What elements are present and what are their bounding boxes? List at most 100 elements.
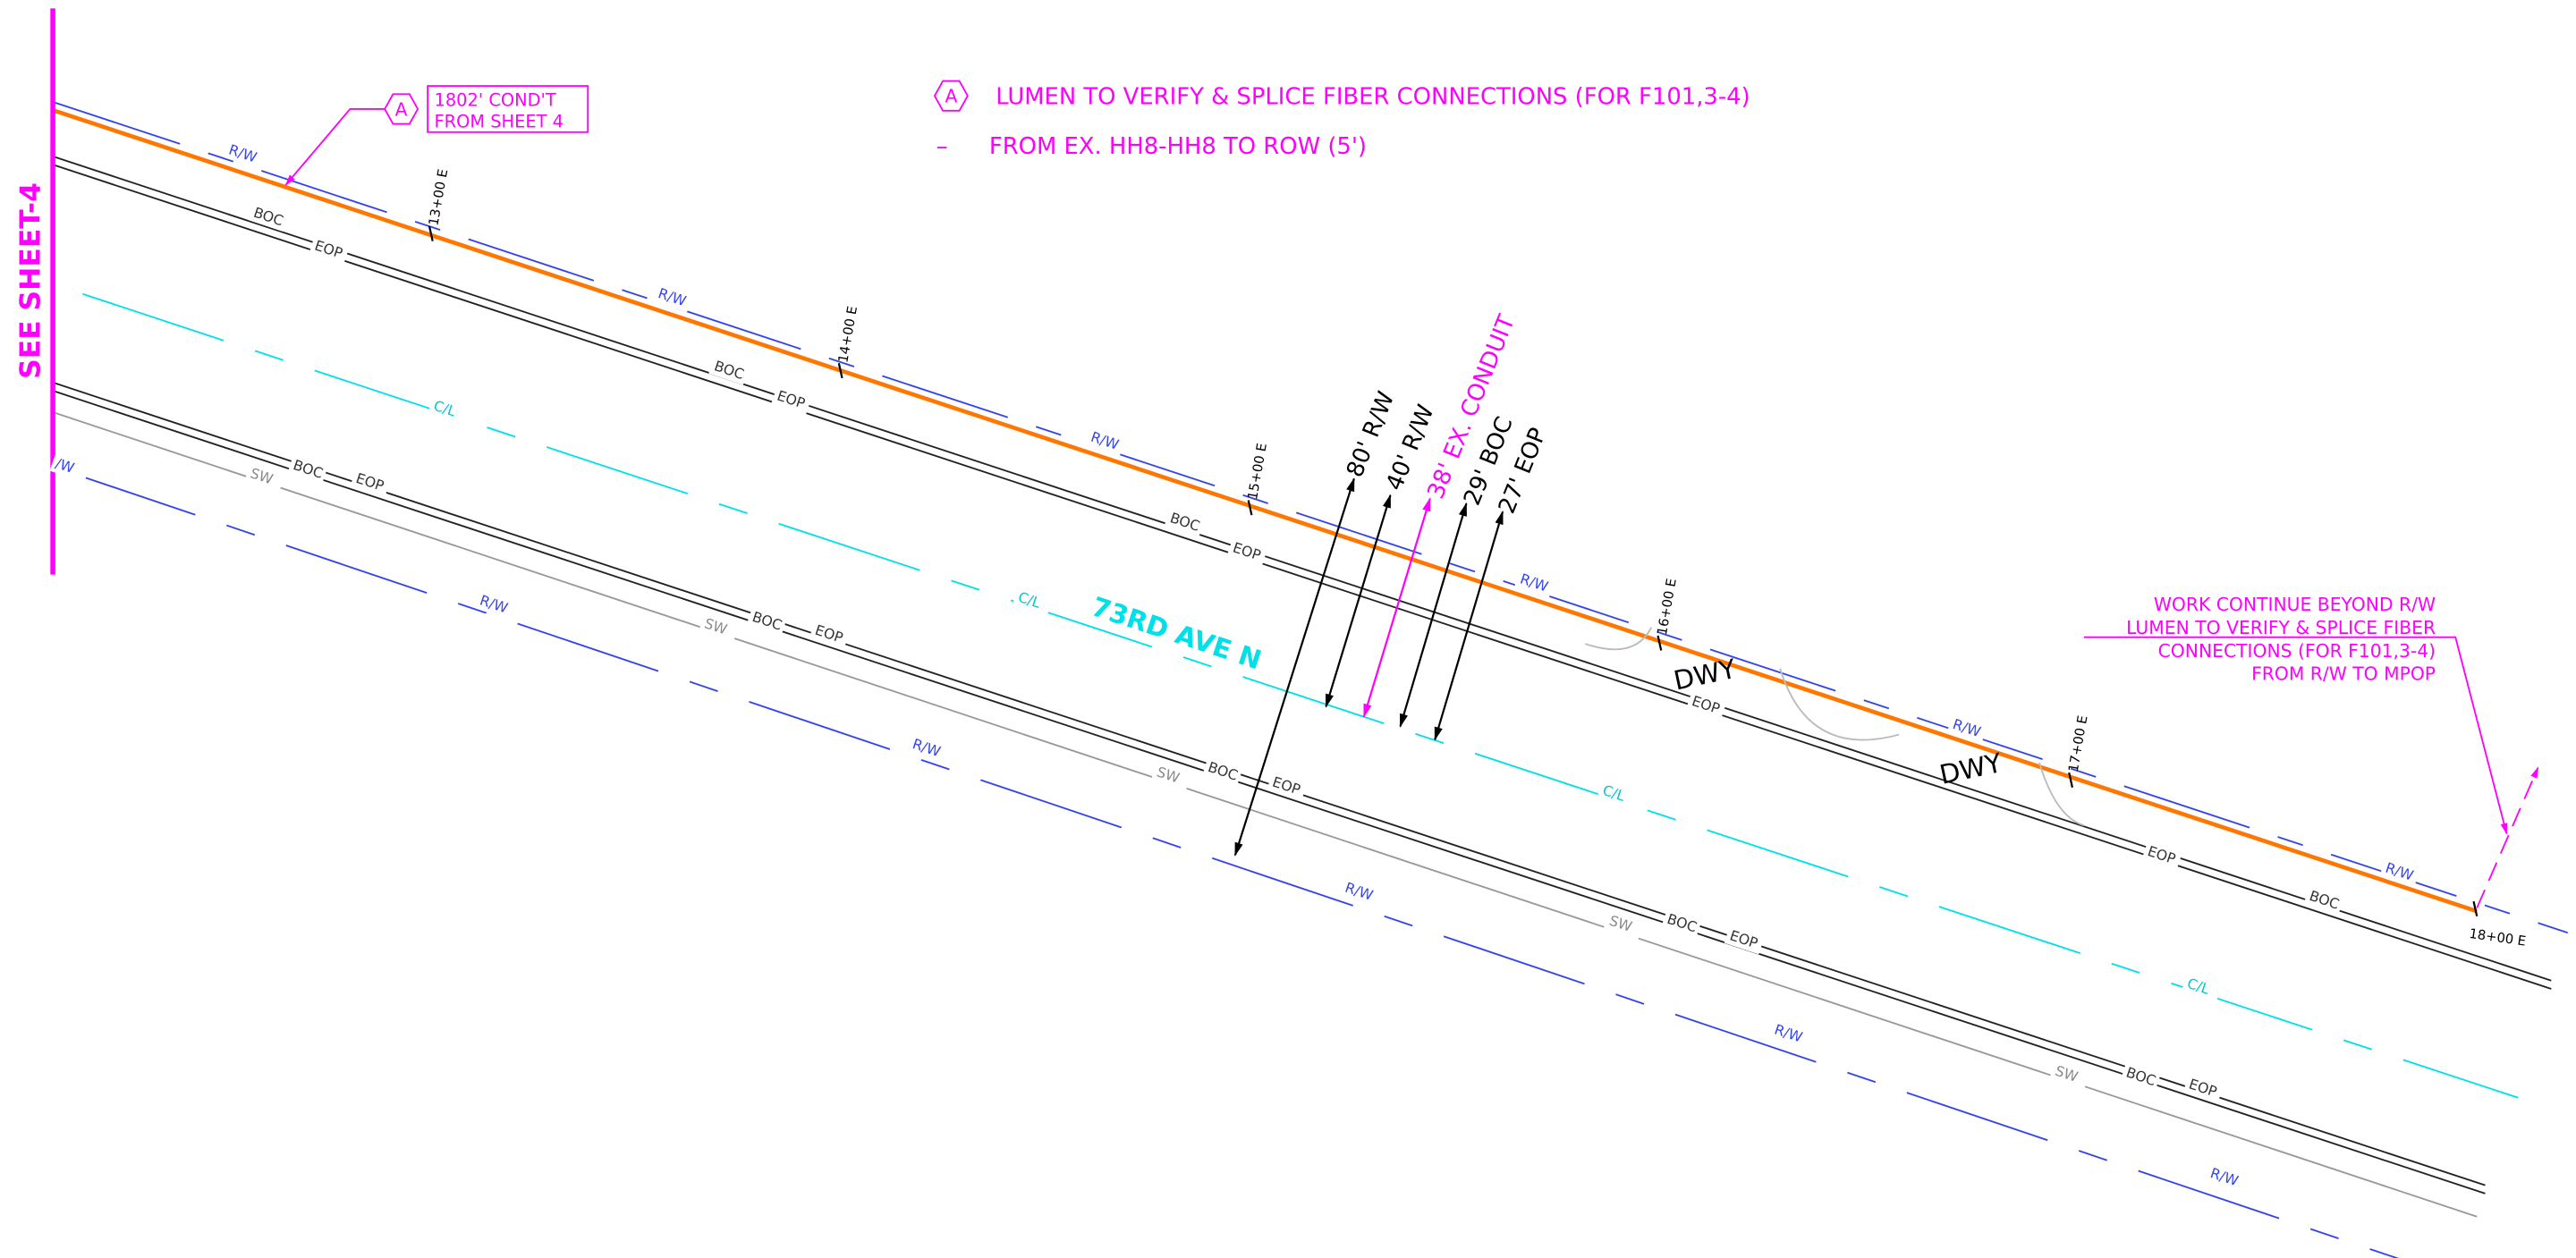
label-mask [1661,910,1701,938]
label-mask [906,735,947,764]
label-mask [771,387,811,415]
label-mask [1267,773,1307,801]
line-label: R/W [1343,879,1376,904]
line-label: EOP [354,469,386,494]
line-label: R/W [1518,570,1550,595]
label-mask [428,397,468,425]
callout: A 1802' COND'T FROM SHEET 4 [284,85,589,186]
label-mask [2049,1062,2089,1090]
note-line: CONNECTIONS (FOR F101,3-4) [2158,640,2436,662]
line-label: R/W [478,592,510,617]
callout-text: 1802' COND'T [435,89,556,110]
label-mask [2182,975,2222,1002]
label-mask [2182,1076,2224,1103]
street-name: 73RD AVE N [1088,591,1265,675]
label-mask [1339,879,1379,907]
label-mask [1946,715,1987,744]
label-mask [2303,887,2344,916]
line-label: R/W [1951,715,1983,740]
label-mask [350,469,391,498]
line-label: BOC [251,204,285,230]
label-mask [809,621,850,649]
label-mask [1597,781,1637,809]
label-mask [309,237,349,265]
line-label: R/W [227,141,259,166]
label-mask [49,455,90,483]
station-tick [2472,900,2479,916]
label-mask [2120,1064,2161,1092]
driveway-label: DWY [1936,747,2004,790]
driveway-label: DWY [1671,654,1739,697]
legend-text: LUMEN TO VERIFY & SPLICE FIBER CONNECTIO… [996,83,1750,110]
station-label: 17+00 E [2066,714,2091,773]
legend-text: FROM EX. HH8-HH8 TO ROW (5') [989,133,1367,160]
note-line: FROM R/W TO MPOP [2251,663,2436,685]
callout-text: FROM SHEET 4 [435,111,564,131]
label-mask [652,284,692,313]
label-mask [2204,1164,2245,1193]
note-line: LUMEN TO VERIFY & SPLICE FIBER [2126,617,2436,638]
sheet-ref: SEE SHEET-4 [14,182,47,379]
station-tick [428,225,434,241]
station-tick [1657,635,1663,651]
label-mask [1012,588,1053,616]
line-label: EOP [1690,692,1722,717]
line-label: BOC [750,608,784,634]
note-line: WORK CONTINUE BEYOND R/W [2154,594,2436,615]
label-mask [1603,912,1644,940]
line-label: BOC [2308,887,2342,913]
line-label: BOC [1206,758,1240,784]
station-label: 13+00 E [426,168,451,227]
line-label: EOP [1231,538,1263,563]
label-mask [287,456,327,485]
label-mask [1514,570,1555,598]
line-label: EOP [1728,926,1760,951]
line-label: BOC [2124,1064,2158,1090]
station-label: 14+00 E [835,305,860,364]
station-tick [837,363,843,379]
line-label: R/W [657,284,689,309]
dimensions [1233,477,1504,857]
label-mask [1686,692,1726,721]
station-label: 18+00 E [2468,926,2527,950]
station-tick [1247,500,1253,516]
callout-tag: A [395,98,408,120]
label-mask [2141,842,2182,871]
line-label: EOP [2146,842,2178,867]
label-mask [1768,1021,1809,1049]
label-mask [1151,764,1191,791]
line-label: R/W [1089,428,1121,453]
line-label: BOC [1665,910,1699,936]
line-label: R/W [2208,1164,2241,1189]
label-mask [223,141,263,169]
label-mask [248,204,288,232]
label-mask [708,358,749,385]
label-mask [746,608,787,637]
line-label: EOP [313,237,345,262]
station-tick [2068,772,2074,788]
label-mask [1724,927,1765,955]
legend-symbol: A [945,86,957,107]
label-mask [1164,510,1205,537]
station-label: 15+00 E [1245,442,1270,501]
legend: A LUMEN TO VERIFY & SPLICE FIBER CONNECT… [933,80,1750,160]
legend-symbol: – [936,133,948,160]
line-label: R/W [1773,1021,1805,1046]
label-mask [244,465,284,493]
station-label: 16+00 E [1655,578,1680,637]
label-mask [2379,859,2419,887]
line-label: R/W [911,735,943,760]
label-mask [1085,428,1125,456]
generated-labels: R/WR/WR/WR/WR/WR/W/WR/WR/WR/WR/WR/WBOCBO… [49,141,2527,1193]
line-label: BOC [1168,509,1202,535]
label-mask [699,615,739,643]
label-mask [474,592,514,620]
line-label: EOP [775,387,807,412]
label-mask [1226,539,1267,567]
line-label: BOC [712,357,746,383]
note: WORK CONTINUE BEYOND R/W LUMEN TO VERIFY… [2083,594,2539,908]
line-label: BOC [292,456,326,482]
label-mask [1202,758,1242,787]
